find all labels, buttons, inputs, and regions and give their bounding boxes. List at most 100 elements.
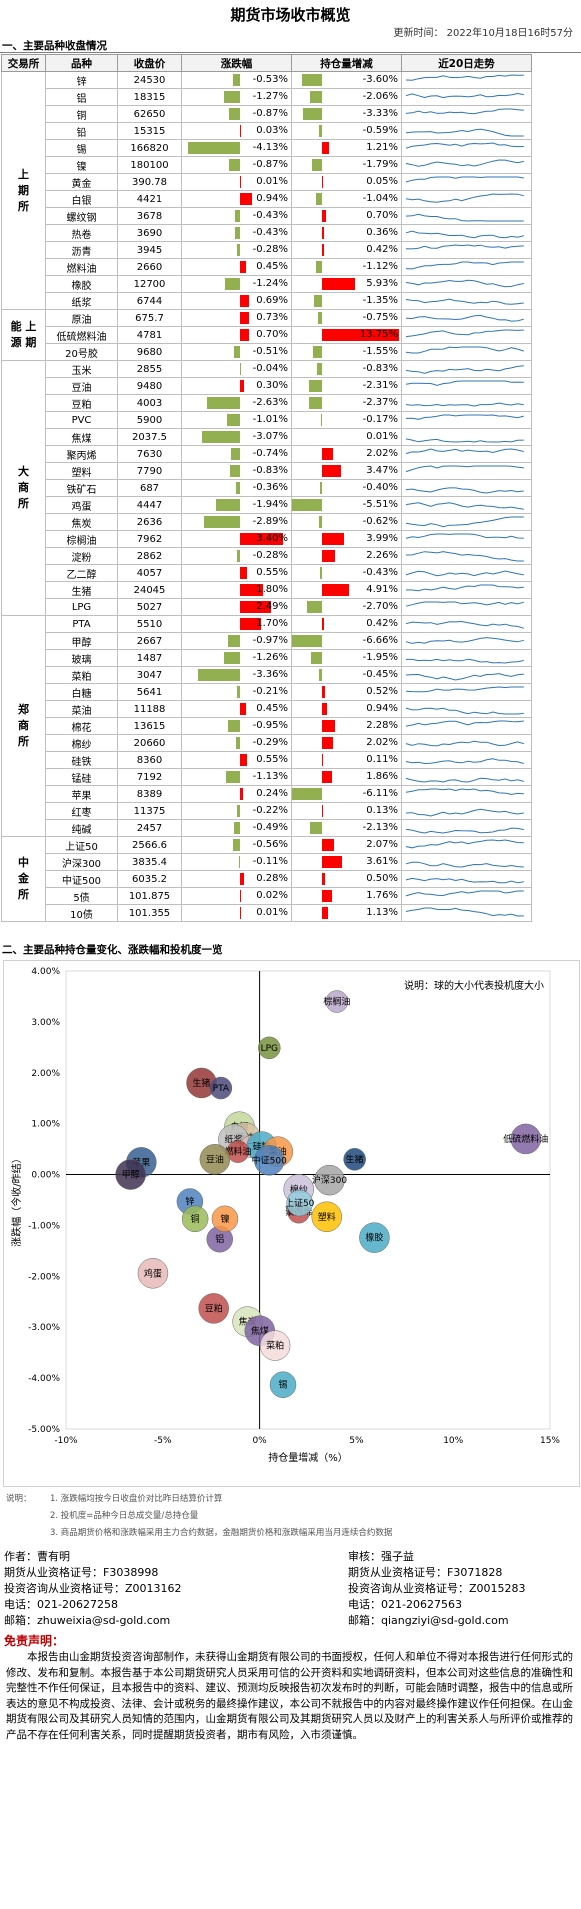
trend-sparkline-cell: [401, 700, 532, 718]
bubble-point: [181, 1205, 209, 1233]
change-cell: 0.24%: [181, 785, 292, 803]
change-bar: [235, 482, 240, 494]
change-cell: 1.70%: [181, 615, 292, 633]
product-name: 纯碱: [45, 819, 118, 837]
oi-change-value: 3.47%: [366, 465, 398, 476]
sparkline-line: [405, 758, 524, 765]
sparkline-line: [405, 720, 524, 727]
change-cell: 0.55%: [181, 564, 292, 582]
trend-sparkline: [405, 584, 524, 592]
change-cell: -0.83%: [181, 462, 292, 480]
change-cell: -1.26%: [181, 649, 292, 667]
close-price: 4003: [117, 394, 182, 412]
product-name: PTA: [45, 615, 118, 633]
oi-change-cell: -5.51%: [291, 496, 402, 514]
product-name: 生猪: [45, 581, 118, 599]
column-header: 涨跌幅: [181, 54, 292, 72]
sparkline-line: [405, 108, 524, 115]
change-bar: [240, 873, 244, 885]
x-tick-label: 15%: [540, 1436, 560, 1446]
trend-sparkline: [405, 298, 524, 305]
product-name: 鸡蛋: [45, 496, 118, 514]
change-value: -3.07%: [252, 431, 288, 442]
trend-sparkline: [405, 808, 524, 817]
scatter-chart: -5.00% -4.00% -3.00% -2.00% -1.00% 0.00% 1.00%…: [10, 967, 560, 1464]
table-row: 中证500 6035.2 0.28% 0.50%: [2, 870, 532, 888]
trend-sparkline-cell: [401, 615, 532, 633]
change-cell: 0.30%: [181, 377, 292, 395]
table-row: 沪深300 3835.4 -0.11% 3.61%: [2, 853, 532, 871]
oi-change-cell: 0.42%: [291, 615, 402, 633]
oi-change-bar: [308, 397, 322, 409]
change-value: -0.43%: [252, 227, 288, 238]
oi-change-bar: [322, 907, 329, 919]
change-value: -0.43%: [252, 210, 288, 221]
author-email[interactable]: 邮箱：zhuweixia@sd-gold.com: [4, 1614, 171, 1627]
change-bar: [228, 720, 240, 732]
trend-sparkline: [405, 465, 524, 473]
close-price: 2862: [117, 547, 182, 565]
trend-sparkline: [405, 380, 524, 386]
y-tick-label: 0.00%: [31, 1171, 60, 1181]
trend-sparkline-cell: [401, 547, 532, 565]
exchange-cell: 郑 商 所: [1, 615, 46, 837]
oi-change-value: -0.45%: [362, 669, 398, 680]
change-bar: [229, 108, 240, 120]
product-name: 甲醇: [45, 632, 118, 650]
close-price: 675.7: [117, 309, 182, 327]
table-row: 硅铁 8360 0.55% 0.11%: [2, 751, 532, 769]
close-price: 15315: [117, 122, 182, 140]
trend-sparkline-cell: [401, 445, 532, 463]
change-value: -0.28%: [252, 550, 288, 561]
trend-sparkline-cell: [401, 819, 532, 837]
trend-sparkline: [405, 244, 524, 250]
table-row: 锰硅 7192 -1.13% 1.86%: [2, 768, 532, 786]
trend-sparkline-cell: [401, 105, 532, 123]
oi-change-value: 0.70%: [366, 210, 398, 221]
change-cell: -0.95%: [181, 717, 292, 735]
change-bar: [188, 142, 240, 154]
reviewer-email[interactable]: 邮箱：qiangziyi@sd-gold.com: [348, 1614, 509, 1627]
close-price: 2855: [117, 360, 182, 378]
oi-change-value: -2.06%: [362, 91, 398, 102]
change-cell: -0.11%: [181, 853, 292, 871]
table-row: 菜粕 3047 -3.36% -0.45%: [2, 666, 532, 684]
close-price: 5027: [117, 598, 182, 616]
note-1: 1. 涨跌幅均按今日收盘价对比昨日结算价计算: [50, 1494, 223, 1504]
change-bar: [229, 159, 240, 171]
oi-change-value: -0.62%: [362, 516, 398, 527]
table-row: 豆油 9480 0.30% -2.31%: [2, 377, 532, 395]
table-row: 10债 101.355 0.01% 1.13%: [2, 904, 532, 922]
product-name: 棕榈油: [45, 530, 118, 548]
author-phone: 电话：021-20627258: [4, 1598, 118, 1611]
oi-change-cell: 1.21%: [291, 139, 402, 157]
trend-sparkline: [405, 314, 524, 322]
oi-change-bar: [322, 142, 329, 154]
sparkline-line: [405, 777, 524, 783]
bubble-label: 上证50: [285, 1198, 315, 1209]
change-cell: -1.13%: [181, 768, 292, 786]
change-bar: [240, 261, 246, 273]
change-cell: 0.94%: [181, 190, 292, 208]
reviewer-phone: 电话：021-20627563: [348, 1598, 462, 1611]
oi-change-cell: 3.47%: [291, 462, 402, 480]
column-header: 近20日走势: [401, 54, 532, 72]
bubble-point: [259, 1330, 291, 1361]
change-bar: [233, 346, 240, 358]
trend-sparkline: [405, 601, 524, 607]
trend-sparkline: [405, 159, 524, 167]
table-row: 红枣 11375 -0.22% 0.13%: [2, 802, 532, 820]
change-bar: [227, 635, 240, 647]
change-value: -1.27%: [252, 91, 288, 102]
trend-sparkline: [405, 92, 524, 99]
change-cell: -0.22%: [181, 802, 292, 820]
bubble-point: [510, 1123, 542, 1155]
change-value: -2.63%: [252, 397, 288, 408]
table-row: 镍 180100 -0.87% -1.79%: [2, 156, 532, 174]
oi-change-bar: [319, 567, 322, 579]
x-tick-label: 5%: [349, 1436, 364, 1446]
close-price: 9680: [117, 343, 182, 361]
oi-change-value: 2.02%: [366, 737, 398, 748]
oi-change-cell: 1.13%: [291, 904, 402, 922]
oi-change-bar: [311, 652, 322, 664]
